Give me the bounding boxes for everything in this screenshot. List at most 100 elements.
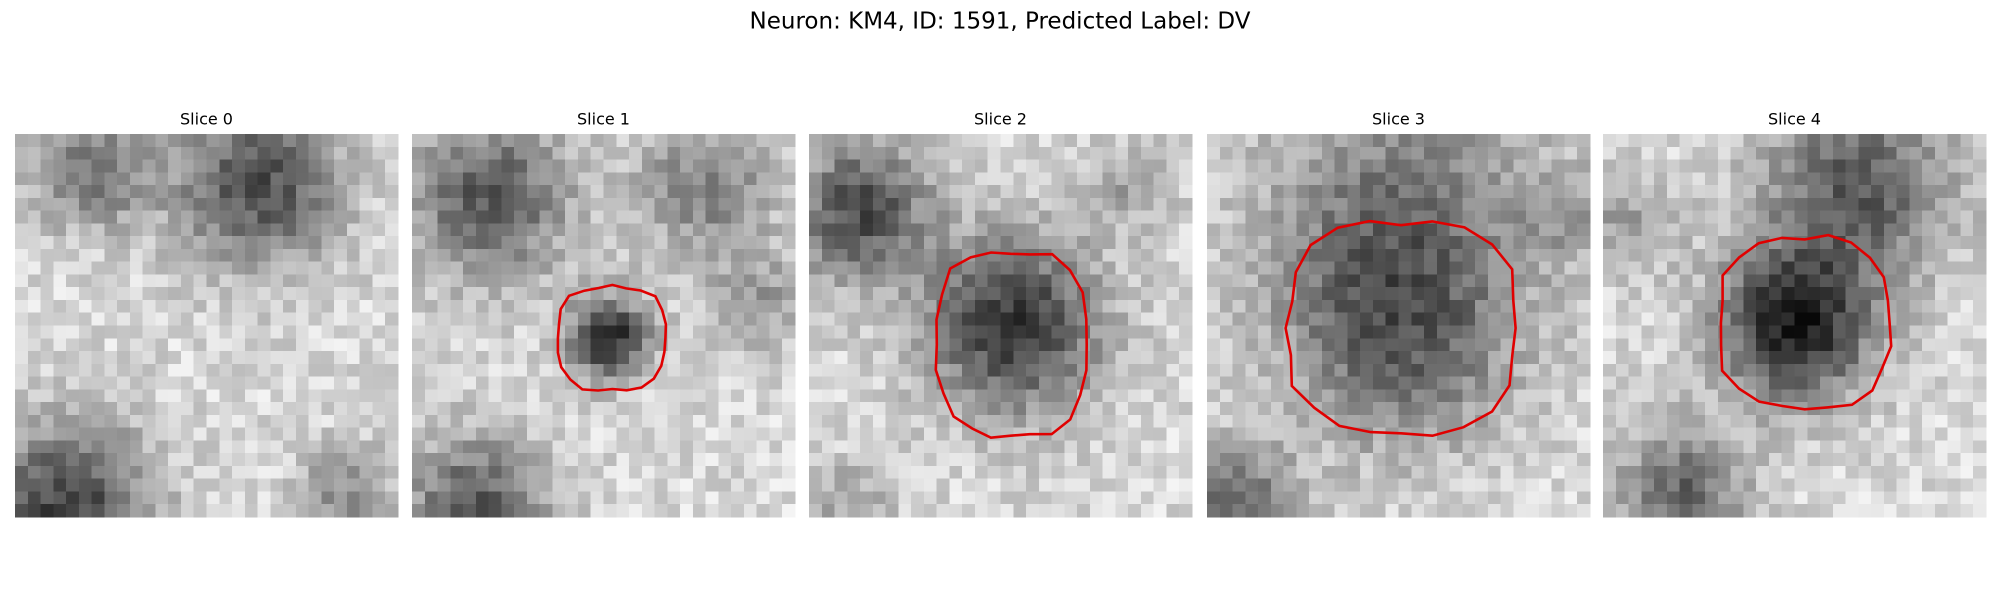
pixel [475, 248, 490, 263]
pixel [1743, 338, 1757, 352]
pixel [1705, 172, 1719, 186]
pixel [962, 274, 976, 288]
pixel [743, 453, 758, 467]
pixel [450, 197, 464, 212]
pixel [616, 172, 630, 186]
pixel [1038, 248, 1053, 263]
pixel [463, 134, 477, 148]
pixel [1692, 299, 1706, 314]
pixel [667, 389, 681, 403]
pixel [1551, 223, 1566, 237]
pixel [1064, 261, 1078, 276]
pixel [1551, 236, 1566, 250]
pixel [1909, 478, 1923, 493]
pixel [987, 134, 1002, 148]
pixel [359, 478, 374, 493]
pixel [334, 325, 348, 339]
pixel [1743, 376, 1757, 390]
pixel [1947, 325, 1962, 339]
pixel [1526, 197, 1540, 212]
pixel [1743, 351, 1757, 365]
pixel [1283, 491, 1297, 505]
pixel [1128, 299, 1142, 314]
pixel [129, 363, 144, 378]
pixel [1845, 453, 1859, 467]
pixel [1615, 159, 1630, 173]
pixel [219, 402, 233, 416]
pixel [1038, 504, 1053, 518]
pixel [526, 248, 541, 263]
pixel [1858, 427, 1872, 441]
pixel [1845, 465, 1859, 480]
pixel [847, 236, 861, 250]
pixel [1153, 172, 1168, 186]
pixel [743, 325, 758, 339]
pixel [1717, 402, 1732, 416]
pixel [1922, 172, 1936, 186]
pixel [680, 402, 694, 416]
pixel [1321, 261, 1336, 276]
pixel [1347, 427, 1361, 441]
pixel [1807, 338, 1821, 352]
pixel [834, 427, 848, 441]
pixel [168, 465, 182, 480]
pixel [142, 274, 157, 288]
pixel [1219, 197, 1234, 212]
pixel [1871, 223, 1885, 237]
pixel [91, 299, 105, 314]
pixel [936, 351, 951, 365]
pixel [219, 287, 233, 301]
pixel [1654, 299, 1668, 314]
pixel [372, 236, 386, 250]
pixel [1153, 236, 1168, 250]
pixel [1296, 312, 1310, 327]
pixel [821, 478, 836, 493]
pixel [1756, 453, 1770, 467]
pixel [270, 453, 284, 467]
pixel [705, 197, 719, 212]
pixel [372, 185, 386, 199]
pixel [1102, 453, 1116, 467]
pixel [219, 223, 233, 237]
pixel [911, 440, 925, 454]
pixel [1051, 389, 1065, 403]
pixel [1321, 465, 1336, 480]
pixel [1705, 351, 1719, 365]
pixel [463, 389, 477, 403]
pixel [321, 236, 335, 250]
pixel [295, 274, 310, 288]
pixel [769, 185, 783, 199]
pixel [1845, 440, 1859, 454]
pixel [1077, 414, 1091, 429]
pixel [308, 134, 322, 148]
pixel [321, 223, 335, 237]
pixel [1166, 197, 1180, 212]
pixel [104, 197, 118, 212]
pixel [1309, 376, 1323, 390]
pixel [974, 491, 989, 505]
pixel [526, 440, 541, 454]
pixel [1270, 223, 1285, 237]
pixel [1398, 248, 1412, 263]
pixel [168, 427, 182, 441]
pixel [372, 197, 386, 212]
pixel [1051, 440, 1065, 454]
pixel [1679, 197, 1693, 212]
pixel [206, 210, 220, 224]
pixel [949, 440, 963, 454]
pixel [1334, 325, 1349, 339]
pixel [949, 236, 963, 250]
pixel [962, 465, 976, 480]
pixel [756, 159, 771, 173]
pixel [1026, 236, 1040, 250]
pixel [1424, 197, 1438, 212]
pixel [1347, 453, 1361, 467]
pixel [1411, 491, 1425, 505]
pixel [834, 363, 848, 378]
pixel [117, 325, 131, 339]
pixel [1973, 287, 1987, 301]
pixel [437, 248, 451, 263]
pixel [616, 504, 630, 518]
pixel [244, 440, 259, 454]
pixel [872, 299, 887, 314]
